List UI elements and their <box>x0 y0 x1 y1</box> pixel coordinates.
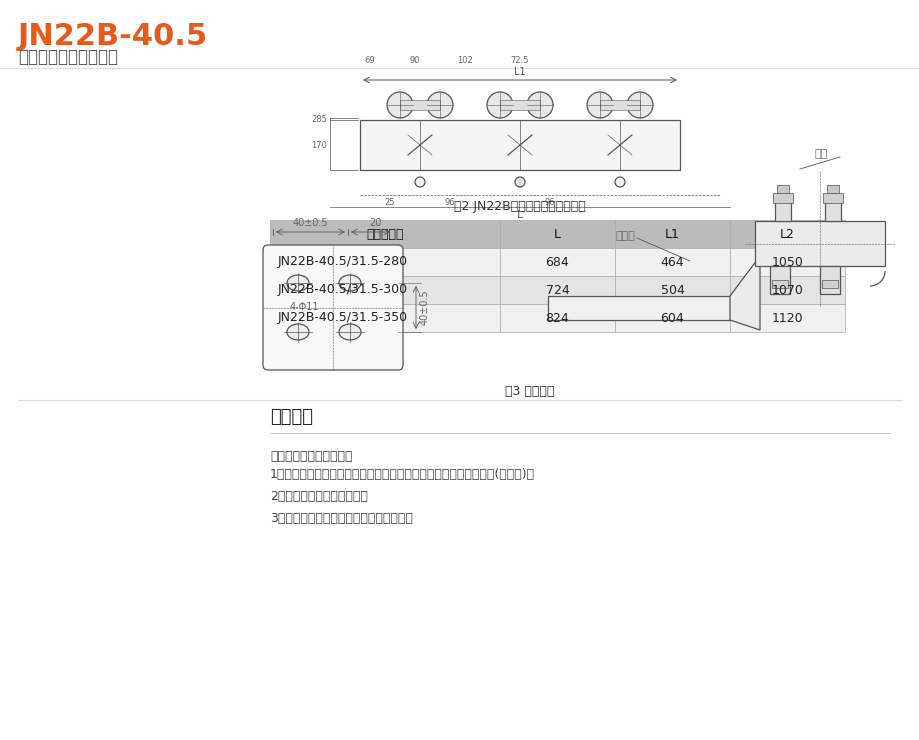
Text: 户内高压交流接地开关: 户内高压交流接地开关 <box>18 48 118 66</box>
Text: 285: 285 <box>311 115 326 124</box>
Text: 102: 102 <box>457 56 472 65</box>
Text: 504: 504 <box>660 283 684 297</box>
Bar <box>614 304 729 332</box>
Text: 型号与规格: 型号与规格 <box>366 227 403 241</box>
Bar <box>400 100 439 110</box>
Text: 40±0.5: 40±0.5 <box>292 218 327 228</box>
Text: JN22B-40.5/31.5-280: JN22B-40.5/31.5-280 <box>278 255 408 269</box>
Text: JN22B-40.5/31.5-300: JN22B-40.5/31.5-300 <box>278 283 408 297</box>
Text: 母线: 母线 <box>814 149 827 159</box>
Text: 2、是否配供带电显示装置；: 2、是否配供带电显示装置； <box>269 490 368 503</box>
Bar <box>599 100 640 110</box>
Text: 69: 69 <box>364 56 375 65</box>
Bar <box>499 276 614 304</box>
Bar <box>729 220 844 248</box>
Bar <box>772 193 792 203</box>
Bar <box>777 185 789 193</box>
Text: 1、产品全型号、额定电压、额定短时耗受电流、相间距、操作位置(左或右)；: 1、产品全型号、额定电压、额定短时耗受电流、相间距、操作位置(左或右)； <box>269 468 535 481</box>
Text: 170: 170 <box>311 141 326 149</box>
Bar <box>823 193 842 203</box>
Circle shape <box>426 92 452 118</box>
Bar <box>774 201 790 221</box>
Text: 图3 接线端子: 图3 接线端子 <box>505 385 554 398</box>
Bar <box>269 248 499 276</box>
Text: 图2 JN22B型接地开关安装尺寸图: 图2 JN22B型接地开关安装尺寸图 <box>454 200 585 213</box>
Bar <box>548 296 729 320</box>
Bar <box>269 304 499 332</box>
Bar <box>819 266 839 294</box>
Text: 25: 25 <box>384 198 395 207</box>
Ellipse shape <box>287 275 309 291</box>
Text: L1: L1 <box>664 227 679 241</box>
Text: 40±0.5: 40±0.5 <box>420 289 429 326</box>
Circle shape <box>627 92 652 118</box>
Text: JN22B-40.5: JN22B-40.5 <box>18 22 208 51</box>
Bar <box>269 220 499 248</box>
Circle shape <box>586 92 612 118</box>
Text: 3、若用户有特殊要求与本公司协商解决。: 3、若用户有特殊要求与本公司协商解决。 <box>269 512 413 525</box>
Text: 1070: 1070 <box>771 283 802 297</box>
Bar <box>269 276 499 304</box>
Text: L2: L2 <box>779 227 794 241</box>
FancyBboxPatch shape <box>263 245 403 370</box>
Circle shape <box>614 177 624 187</box>
Ellipse shape <box>287 324 309 340</box>
Text: 96: 96 <box>544 198 555 207</box>
Text: L: L <box>516 210 523 220</box>
Bar <box>729 248 844 276</box>
Bar <box>499 220 614 248</box>
Bar <box>359 120 679 170</box>
Circle shape <box>387 92 413 118</box>
Text: 90: 90 <box>409 56 420 65</box>
Text: 72.5: 72.5 <box>510 56 528 65</box>
Text: 订购本产品时，须注明：: 订购本产品时，须注明： <box>269 450 352 463</box>
Ellipse shape <box>338 324 360 340</box>
Text: 464: 464 <box>660 255 684 269</box>
Bar <box>614 276 729 304</box>
Text: 1120: 1120 <box>771 312 802 325</box>
Text: 96: 96 <box>444 198 455 207</box>
Text: 604: 604 <box>660 312 684 325</box>
Bar <box>826 185 838 193</box>
Text: 4-Φ11: 4-Φ11 <box>289 302 319 312</box>
Text: 724: 724 <box>545 283 569 297</box>
Bar <box>729 304 844 332</box>
Text: 静触头: 静触头 <box>615 231 634 241</box>
Polygon shape <box>729 256 759 330</box>
Bar <box>499 304 614 332</box>
Circle shape <box>414 177 425 187</box>
Bar <box>729 276 844 304</box>
Bar <box>499 248 614 276</box>
Bar <box>754 221 884 266</box>
Text: 824: 824 <box>545 312 569 325</box>
Bar <box>824 201 840 221</box>
Bar <box>771 280 788 288</box>
Circle shape <box>486 92 513 118</box>
Text: 1050: 1050 <box>771 255 802 269</box>
Bar <box>769 266 789 294</box>
Bar <box>614 248 729 276</box>
Text: 订货须知: 订货须知 <box>269 408 312 426</box>
Ellipse shape <box>338 275 360 291</box>
Text: L1: L1 <box>514 67 526 77</box>
Circle shape <box>527 92 552 118</box>
Bar <box>499 100 539 110</box>
Bar <box>614 220 729 248</box>
Text: L: L <box>553 227 561 241</box>
Text: JN22B-40.5/31.5-350: JN22B-40.5/31.5-350 <box>278 312 408 325</box>
Text: 684: 684 <box>545 255 569 269</box>
Circle shape <box>515 177 525 187</box>
Text: 20: 20 <box>369 218 380 228</box>
Bar <box>821 280 837 288</box>
